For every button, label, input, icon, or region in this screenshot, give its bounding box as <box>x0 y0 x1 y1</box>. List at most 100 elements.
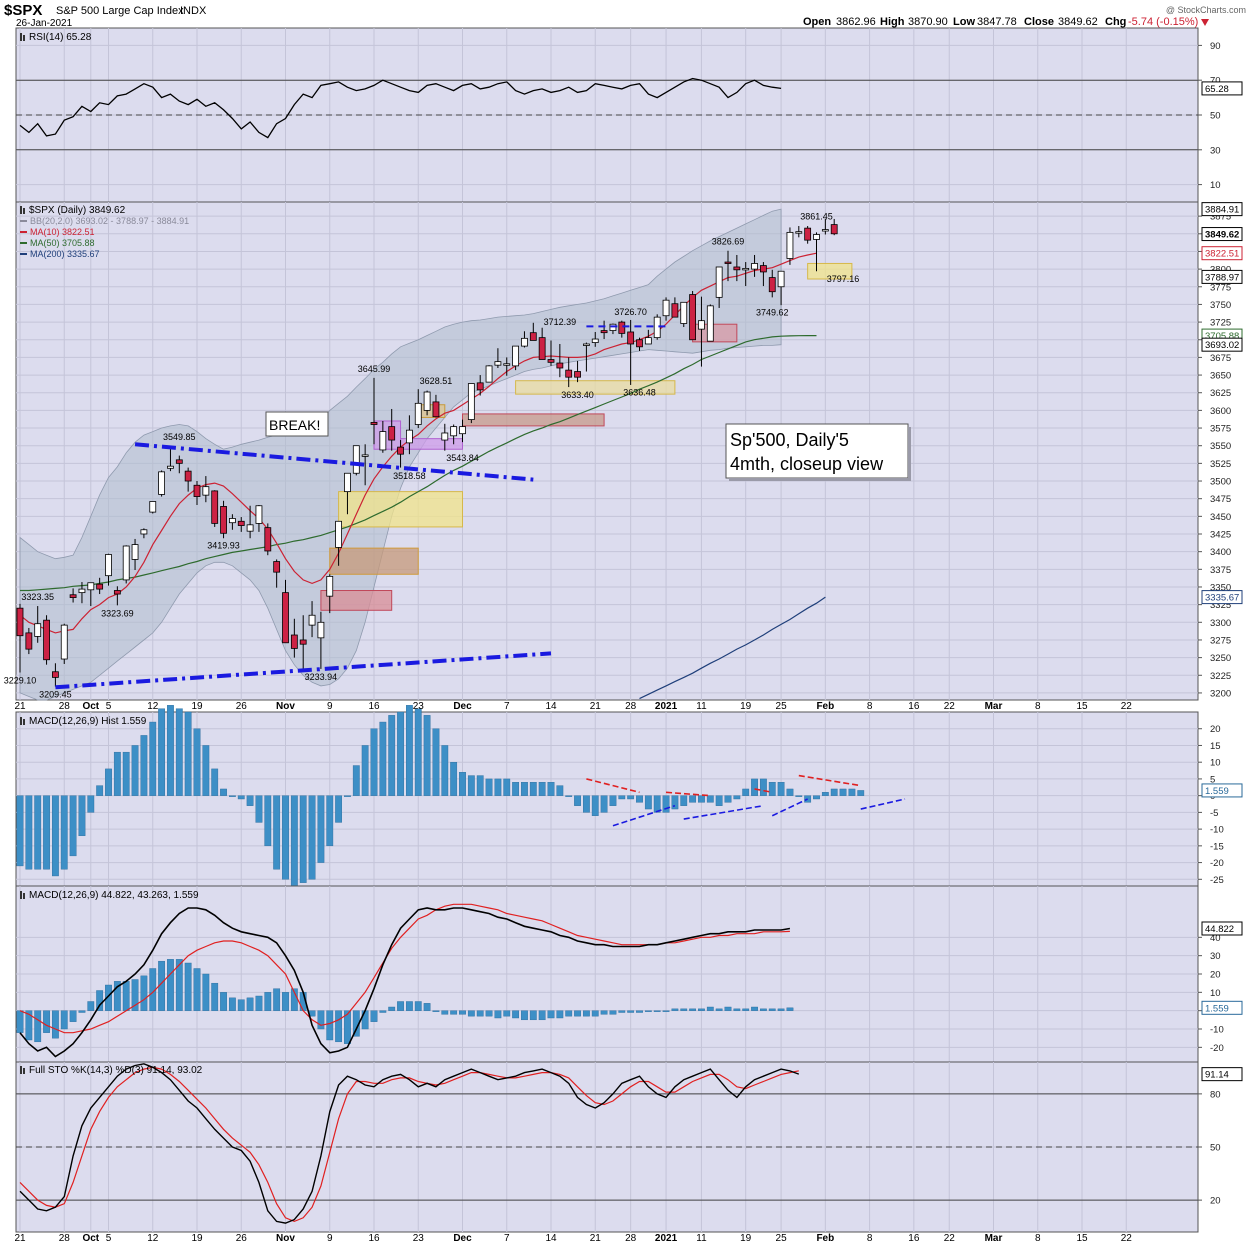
candle-body <box>830 224 838 235</box>
candle <box>105 553 112 586</box>
candle-body <box>273 561 281 573</box>
candle <box>485 365 493 383</box>
down-arrow-icon <box>1201 19 1209 26</box>
macd-bar <box>379 1010 387 1013</box>
candle <box>352 445 360 476</box>
price-tick-label: 3450 <box>1210 512 1231 523</box>
candle <box>193 481 201 506</box>
price-legend-icon <box>23 208 25 214</box>
candle-body <box>370 421 378 425</box>
macd-hist-bar <box>432 728 440 796</box>
x-tick-label: 7 <box>504 701 510 712</box>
candle-body <box>768 277 776 293</box>
candle <box>529 322 537 341</box>
candle <box>494 348 502 368</box>
annotation-box: Sp'500, Daily'5 4mth, closeup view <box>725 423 911 481</box>
candle <box>299 615 307 669</box>
candle <box>786 227 794 265</box>
macd-hist-bar <box>16 795 24 867</box>
macd-bar <box>202 973 210 1011</box>
macd-hist-bar <box>246 795 254 806</box>
macd-bar <box>662 1010 670 1012</box>
macd-hist-bar <box>538 782 546 796</box>
price-tick-label: 3350 <box>1210 582 1231 593</box>
candle <box>379 420 387 453</box>
candle <box>751 254 758 277</box>
x-tick-label: 12 <box>147 701 159 712</box>
macd-hist-legend-icon <box>20 717 22 725</box>
candle-body <box>715 266 723 298</box>
candle-body <box>414 402 422 425</box>
macd-last-tag-box <box>1201 921 1243 936</box>
macd-hist-bar <box>706 795 714 803</box>
macd-hist-bar <box>228 795 236 797</box>
stoch-tick-label: 20 <box>1210 1196 1221 1207</box>
divergence-line <box>612 804 676 827</box>
x-axis-bottom: 21 28 Oct 5 12 19 26 Nov 9 16 23 Dec 7 14 21 28 2021 11 19… <box>14 1233 1132 1244</box>
macd-hist-bar <box>264 795 272 847</box>
annotation-line-2: 4mth, closeup view <box>730 454 884 474</box>
price-tick-label: 3875 <box>1210 212 1231 223</box>
candle <box>671 297 679 318</box>
candle-body <box>264 527 272 552</box>
exchange-label: INDX <box>180 5 207 17</box>
price-tick-label: 3275 <box>1210 635 1231 646</box>
macd-legend-icon <box>23 893 25 899</box>
macd-hist-bar <box>662 795 670 813</box>
macd-tick-label: 40 <box>1210 933 1221 944</box>
x-tick-label: 14 <box>545 701 557 712</box>
x-tick-label: Nov <box>276 701 295 712</box>
candle-body <box>60 624 68 660</box>
price-label: 3229.10 <box>4 675 37 685</box>
candle-body <box>644 337 652 345</box>
price-right-tag-label: 3849.62 <box>1205 230 1239 241</box>
candle-body <box>87 582 95 591</box>
macd-hist-legend: MACD(12,26,9) Hist 1.559 <box>29 716 147 727</box>
macd-bar <box>388 1006 396 1011</box>
x-tick-label: 22 <box>944 701 956 712</box>
macd-bar <box>450 1010 458 1015</box>
candle-body <box>547 359 555 363</box>
macd-hist-bar <box>299 795 307 883</box>
candle <box>583 342 590 372</box>
macd-hist-bar <box>671 795 679 810</box>
macd-bar <box>317 1010 325 1030</box>
candle <box>405 415 413 455</box>
candle-body <box>724 261 732 264</box>
ma50-line <box>20 335 817 592</box>
candle <box>521 331 528 348</box>
candle <box>715 266 723 308</box>
macd-hist-bar <box>680 795 688 806</box>
candle-body <box>751 263 758 270</box>
x-tick-label: 11 <box>696 701 707 712</box>
macd-hist-bar <box>344 795 351 797</box>
macd-hist-bar <box>715 795 723 806</box>
macd-bar <box>335 1010 342 1043</box>
candle <box>813 232 820 272</box>
macd-hist-tick-label: 10 <box>1210 758 1221 769</box>
break-label: BREAK! <box>269 417 320 433</box>
candle-body <box>175 459 183 464</box>
candle <box>795 226 803 238</box>
price-label: 3543.84 <box>446 453 479 463</box>
candle-body <box>813 234 820 240</box>
candle-body <box>69 594 77 598</box>
candle <box>167 446 174 472</box>
macd-hist-bar <box>591 795 599 816</box>
candle-body <box>379 431 387 451</box>
candle <box>52 663 59 687</box>
price-label: 3209.45 <box>39 689 72 699</box>
candle-body <box>299 639 307 645</box>
x-tick-label: 21 <box>14 1233 26 1244</box>
macd-hist-bar <box>494 778 502 796</box>
candle-body <box>795 231 803 234</box>
candle-body <box>361 454 369 457</box>
stoch-k-line <box>19 1063 800 1224</box>
macd-hist-bar <box>583 795 590 813</box>
high-label: High <box>880 16 905 28</box>
candle <box>689 291 696 341</box>
macd-bar <box>344 1010 351 1044</box>
macd-hist-bar <box>521 782 528 796</box>
x-tick-label: 16 <box>908 701 920 712</box>
divergence-line <box>771 798 808 817</box>
